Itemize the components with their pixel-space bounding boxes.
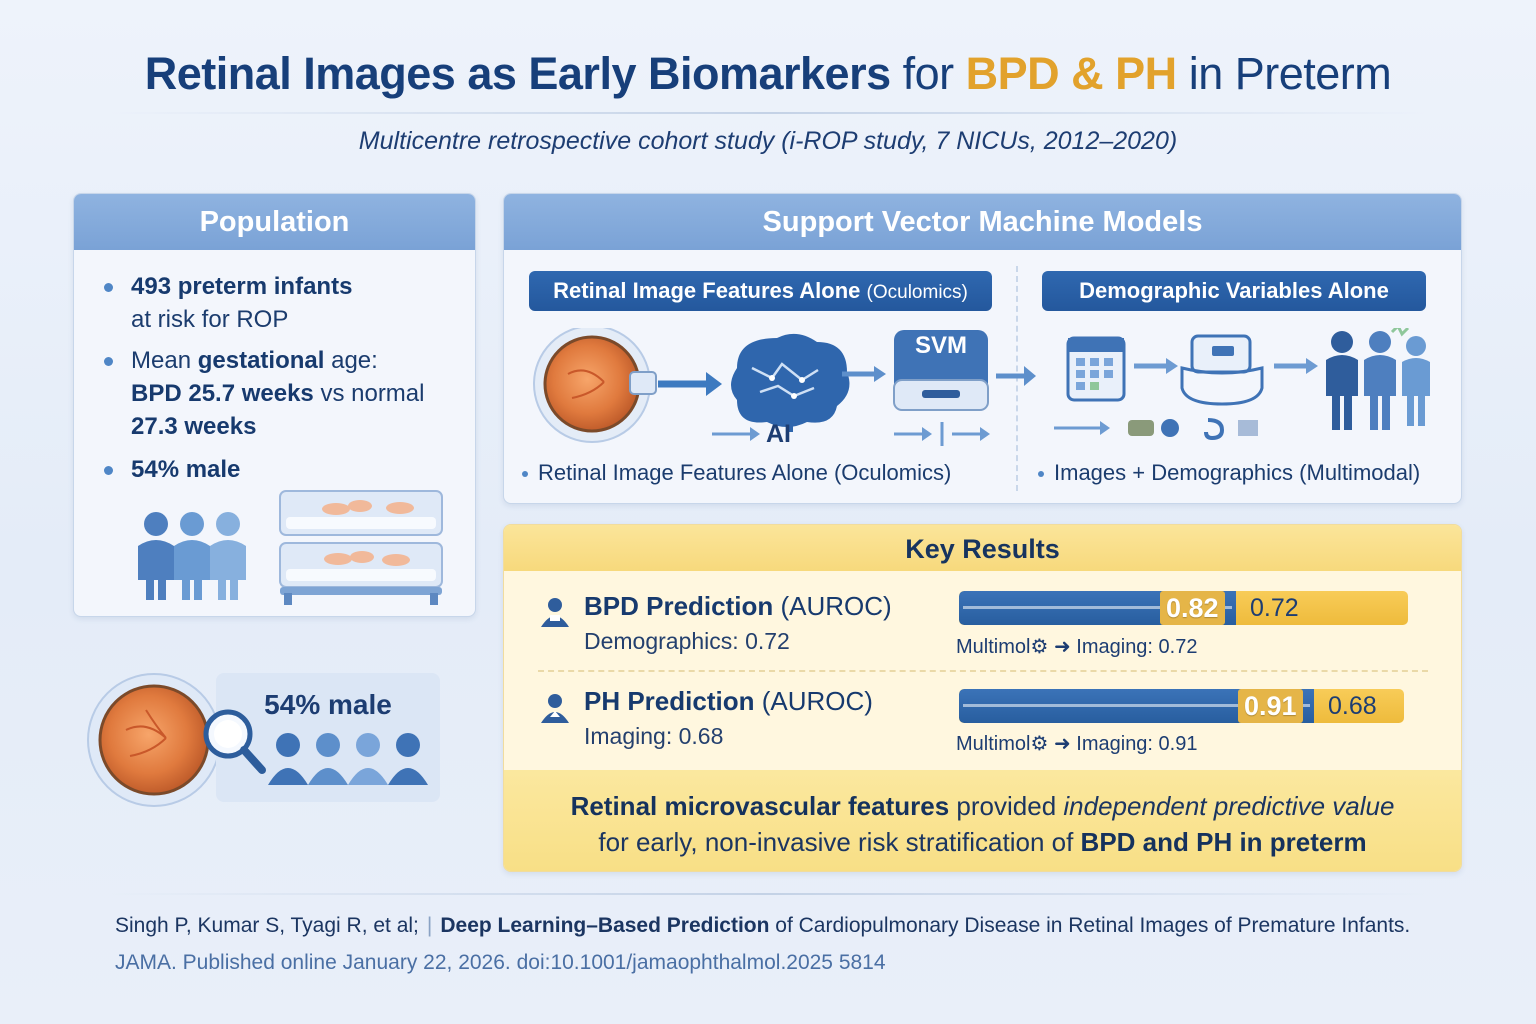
title-end: in Preterm xyxy=(1188,48,1392,99)
gear-icon: ⚙ xyxy=(1030,636,1049,658)
gest-c: age: xyxy=(331,347,378,374)
demographic-pill: Demographic Variables Alone xyxy=(1042,271,1426,311)
oculomics-pill: Retinal Image Features Alone (Oculomics) xyxy=(529,271,992,311)
gest-f: 27.3 weeks xyxy=(131,413,257,440)
gest-a: Mean xyxy=(131,347,192,374)
ph-auroc-bar: 0.91 0.68 xyxy=(959,689,1404,723)
bpd-caption: Multimol⚙ ➜ Imaging: 0.72 xyxy=(956,634,1197,659)
concl-l2-bold: BPD and PH in preterm xyxy=(1080,827,1367,857)
person-icon xyxy=(541,694,569,723)
population-heading: Population xyxy=(74,194,475,250)
ph-secondary-value: 0.68 xyxy=(1328,692,1377,720)
oculomics-pill-bold: Retinal Image Features Alone xyxy=(553,278,861,303)
people-group-icon xyxy=(138,512,246,600)
people-group-icon xyxy=(1326,328,1430,430)
svm-device-icon xyxy=(893,330,989,411)
svm-heading: Support Vector Machine Models xyxy=(504,194,1461,250)
calendar-icon xyxy=(1066,336,1126,402)
ph-primary-value: 0.91 xyxy=(1238,689,1303,723)
citation-line: Singh P, Kumar S, Tyagi R, et al; | Deep L… xyxy=(115,914,1410,938)
title-divider xyxy=(110,112,1426,114)
ph-caption-a: Multimol xyxy=(956,733,1031,755)
title-main: Retinal Images as Early Biomarkers xyxy=(144,48,891,99)
scale-icon xyxy=(1180,334,1264,406)
ph-sub: Imaging: 0.68 xyxy=(584,723,724,749)
brain-ai-icon xyxy=(731,333,850,432)
eye-retina-icon xyxy=(533,328,657,443)
ph-label-rest: (AUROC) xyxy=(761,686,873,716)
ph-label: PH Prediction (AUROC) xyxy=(584,686,873,717)
gest-b: gestational xyxy=(197,347,325,374)
gest-e: vs normal xyxy=(320,380,425,407)
bpd-label-rest: (AUROC) xyxy=(780,591,892,621)
conclusion-panel: Retinal microvascular features provided … xyxy=(504,770,1461,871)
bullet-dot xyxy=(522,471,528,478)
people-row-icon xyxy=(268,733,428,785)
magnifier-icon xyxy=(203,709,266,774)
bullet-infants: 493 preterm infants at risk for ROP xyxy=(104,270,352,336)
bpd-label: BPD Prediction (AUROC) xyxy=(584,591,892,622)
concl-l1-ital: independent predictive value xyxy=(1063,791,1395,821)
ph-label-bold: PH Prediction xyxy=(584,686,755,716)
bpd-label-bold: BPD Prediction xyxy=(584,591,774,621)
bpd-sub: Demographics: 0.72 xyxy=(584,628,790,654)
title-for: for xyxy=(902,48,955,99)
svm-label: SVM xyxy=(914,332,967,359)
ai-label: AI xyxy=(766,420,791,448)
male-stat-label: 54% male xyxy=(264,689,392,720)
bullet-gestational: Mean gestational age: BPD 25.7 weeks vs … xyxy=(104,344,424,443)
male-stat-card: 54% male xyxy=(216,673,440,802)
oculomics-pill-light: (Oculomics) xyxy=(866,282,968,303)
bullet-infants-bold: 493 preterm infants xyxy=(131,273,353,300)
arrow-right-icon: ➜ xyxy=(1053,636,1071,658)
concl-l1-mid: provided xyxy=(956,791,1057,821)
population-card: Population 493 preterm infants at risk f… xyxy=(73,193,476,617)
page-subtitle: Multicentre retrospective cohort study (… xyxy=(358,127,1178,155)
person-icon xyxy=(541,598,569,627)
footer-divider xyxy=(110,893,1426,895)
multimodal-caption: Images + Demographics (Multimodal) xyxy=(1038,460,1420,486)
bpd-caption-a: Multimol xyxy=(956,636,1031,658)
ph-caption: Multimol⚙ ➜ Imaging: 0.91 xyxy=(956,731,1197,756)
bullet-male-text: 54% male xyxy=(131,456,241,483)
key-results-card: Key Results BPD Prediction (AUROC) Demog… xyxy=(503,524,1462,872)
oculomics-caption-text: Retinal Image Features Alone (Oculomics) xyxy=(538,460,952,485)
concl-l1-bold: Retinal microvascular features xyxy=(570,791,950,821)
bullet-infants-rest: at risk for ROP xyxy=(131,306,289,333)
results-divider xyxy=(538,670,1428,672)
bullet-dot xyxy=(104,283,113,292)
bullet-dot xyxy=(1038,471,1044,478)
citation-title-rest: of Cardiopulmonary Disease in Retinal Im… xyxy=(775,914,1411,937)
gear-icon: ⚙ xyxy=(1030,733,1049,755)
bullet-dot xyxy=(104,357,113,366)
svm-models-card: Support Vector Machine Models Retinal Im… xyxy=(503,193,1462,504)
conclusion-text: Retinal microvascular features provided … xyxy=(504,788,1461,860)
bullet-male: 54% male xyxy=(104,453,240,486)
citation-separator: | xyxy=(426,914,433,937)
citation-journal: JAMA. Published online January 22, 2026.… xyxy=(115,951,886,974)
key-results-heading: Key Results xyxy=(504,525,1461,571)
demographic-flow xyxy=(1054,328,1430,441)
bpd-primary-value: 0.82 xyxy=(1160,591,1225,625)
oculomics-flow xyxy=(533,328,990,446)
oculomics-caption: Retinal Image Features Alone (Oculomics) xyxy=(522,460,951,486)
baby-bed-icon xyxy=(279,490,443,605)
bpd-auroc-bar: 0.82 0.72 xyxy=(959,591,1408,625)
bullet-dot xyxy=(104,466,113,475)
arrow-right-icon xyxy=(996,366,1036,386)
multimodal-caption-text: Images + Demographics (Multimodal) xyxy=(1054,460,1421,485)
title-accent: BPD & PH xyxy=(965,48,1178,99)
citation-authors: Singh P, Kumar S, Tyagi R, et al; xyxy=(115,914,419,937)
arrow-right-icon: ➜ xyxy=(1053,733,1071,755)
bpd-caption-b: Imaging: 0.72 xyxy=(1076,636,1198,658)
concl-l2-rest: for early, non-invasive risk stratificat… xyxy=(598,827,1074,857)
gest-d: BPD 25.7 weeks xyxy=(131,380,314,407)
bpd-secondary-value: 0.72 xyxy=(1250,594,1299,622)
citation-title-bold: Deep Learning–Based Prediction xyxy=(440,914,770,937)
ph-caption-b: Imaging: 0.91 xyxy=(1076,733,1198,755)
page-title: Retinal Images as Early Biomarkers for B… xyxy=(0,48,1536,100)
